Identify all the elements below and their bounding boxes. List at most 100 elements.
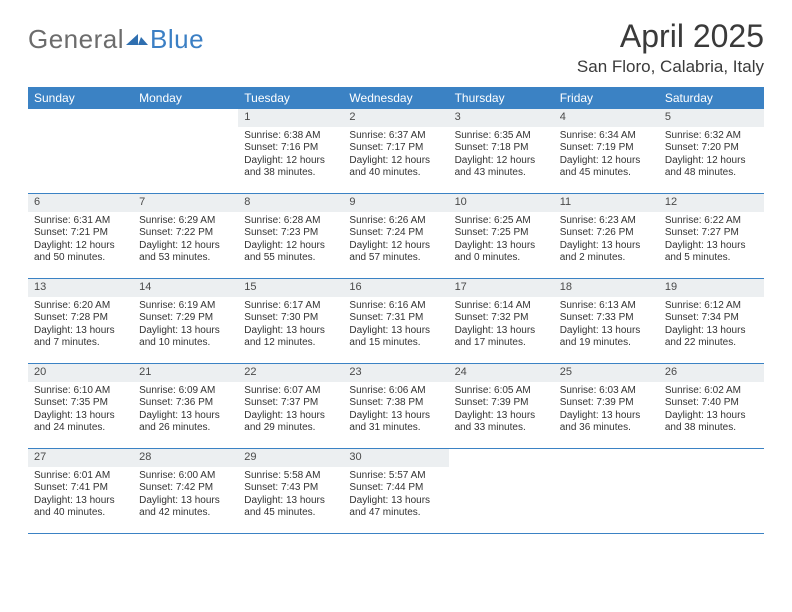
- daylight-text: Daylight: 12 hours and 38 minutes.: [244, 155, 337, 180]
- day-body: Sunrise: 6:00 AMSunset: 7:42 PMDaylight:…: [133, 467, 238, 524]
- day-cell: 15Sunrise: 6:17 AMSunset: 7:30 PMDayligh…: [238, 279, 343, 363]
- day-cell: 22Sunrise: 6:07 AMSunset: 7:37 PMDayligh…: [238, 364, 343, 448]
- day-number: 5: [659, 109, 764, 127]
- day-body: Sunrise: 6:32 AMSunset: 7:20 PMDaylight:…: [659, 127, 764, 184]
- day-cell: 28Sunrise: 6:00 AMSunset: 7:42 PMDayligh…: [133, 449, 238, 533]
- day-cell: 27Sunrise: 6:01 AMSunset: 7:41 PMDayligh…: [28, 449, 133, 533]
- day-number: 7: [133, 194, 238, 212]
- day-body: Sunrise: 5:58 AMSunset: 7:43 PMDaylight:…: [238, 467, 343, 524]
- sunrise-text: Sunrise: 6:00 AM: [139, 470, 232, 483]
- day-cell: 9Sunrise: 6:26 AMSunset: 7:24 PMDaylight…: [343, 194, 448, 278]
- day-body: Sunrise: 6:25 AMSunset: 7:25 PMDaylight:…: [449, 212, 554, 269]
- sunrise-text: Sunrise: 6:14 AM: [455, 300, 548, 313]
- daylight-text: Daylight: 13 hours and 19 minutes.: [560, 325, 653, 350]
- day-number: 19: [659, 279, 764, 297]
- sunrise-text: Sunrise: 6:03 AM: [560, 385, 653, 398]
- daylight-text: Daylight: 12 hours and 50 minutes.: [34, 240, 127, 265]
- daylight-text: Daylight: 13 hours and 15 minutes.: [349, 325, 442, 350]
- sunrise-text: Sunrise: 6:35 AM: [455, 130, 548, 143]
- day-number: 8: [238, 194, 343, 212]
- daylight-text: Daylight: 13 hours and 0 minutes.: [455, 240, 548, 265]
- daylight-text: Daylight: 13 hours and 31 minutes.: [349, 410, 442, 435]
- sunset-text: Sunset: 7:30 PM: [244, 312, 337, 325]
- sunrise-text: Sunrise: 6:29 AM: [139, 215, 232, 228]
- sunrise-text: Sunrise: 6:01 AM: [34, 470, 127, 483]
- daylight-text: Daylight: 13 hours and 22 minutes.: [665, 325, 758, 350]
- week-row: 1Sunrise: 6:38 AMSunset: 7:16 PMDaylight…: [28, 109, 764, 194]
- daylight-text: Daylight: 12 hours and 55 minutes.: [244, 240, 337, 265]
- sunset-text: Sunset: 7:44 PM: [349, 482, 442, 495]
- sunset-text: Sunset: 7:34 PM: [665, 312, 758, 325]
- day-cell: 20Sunrise: 6:10 AMSunset: 7:35 PMDayligh…: [28, 364, 133, 448]
- daylight-text: Daylight: 13 hours and 38 minutes.: [665, 410, 758, 435]
- sunset-text: Sunset: 7:32 PM: [455, 312, 548, 325]
- daylight-text: Daylight: 12 hours and 43 minutes.: [455, 155, 548, 180]
- sunrise-text: Sunrise: 6:19 AM: [139, 300, 232, 313]
- day-number: 15: [238, 279, 343, 297]
- sunrise-text: Sunrise: 6:07 AM: [244, 385, 337, 398]
- sunset-text: Sunset: 7:39 PM: [560, 397, 653, 410]
- day-body: Sunrise: 6:37 AMSunset: 7:17 PMDaylight:…: [343, 127, 448, 184]
- daylight-text: Daylight: 12 hours and 57 minutes.: [349, 240, 442, 265]
- sunrise-text: Sunrise: 5:58 AM: [244, 470, 337, 483]
- daylight-text: Daylight: 13 hours and 33 minutes.: [455, 410, 548, 435]
- sunset-text: Sunset: 7:31 PM: [349, 312, 442, 325]
- week-row: 20Sunrise: 6:10 AMSunset: 7:35 PMDayligh…: [28, 364, 764, 449]
- sunset-text: Sunset: 7:43 PM: [244, 482, 337, 495]
- day-body: Sunrise: 6:20 AMSunset: 7:28 PMDaylight:…: [28, 297, 133, 354]
- daylight-text: Daylight: 13 hours and 10 minutes.: [139, 325, 232, 350]
- daylight-text: Daylight: 13 hours and 17 minutes.: [455, 325, 548, 350]
- daylight-text: Daylight: 12 hours and 40 minutes.: [349, 155, 442, 180]
- weekday-label: Tuesday: [238, 87, 343, 109]
- day-cell: 24Sunrise: 6:05 AMSunset: 7:39 PMDayligh…: [449, 364, 554, 448]
- day-cell: 4Sunrise: 6:34 AMSunset: 7:19 PMDaylight…: [554, 109, 659, 193]
- day-number: 18: [554, 279, 659, 297]
- daylight-text: Daylight: 13 hours and 5 minutes.: [665, 240, 758, 265]
- sunrise-text: Sunrise: 6:12 AM: [665, 300, 758, 313]
- day-cell: [449, 449, 554, 533]
- daylight-text: Daylight: 12 hours and 53 minutes.: [139, 240, 232, 265]
- day-body: Sunrise: 6:13 AMSunset: 7:33 PMDaylight:…: [554, 297, 659, 354]
- day-cell: 3Sunrise: 6:35 AMSunset: 7:18 PMDaylight…: [449, 109, 554, 193]
- title-block: April 2025 San Floro, Calabria, Italy: [577, 18, 764, 77]
- sunset-text: Sunset: 7:29 PM: [139, 312, 232, 325]
- day-number: 29: [238, 449, 343, 467]
- day-cell: 7Sunrise: 6:29 AMSunset: 7:22 PMDaylight…: [133, 194, 238, 278]
- day-number: 16: [343, 279, 448, 297]
- daylight-text: Daylight: 13 hours and 42 minutes.: [139, 495, 232, 520]
- day-body: Sunrise: 6:02 AMSunset: 7:40 PMDaylight:…: [659, 382, 764, 439]
- day-cell: 29Sunrise: 5:58 AMSunset: 7:43 PMDayligh…: [238, 449, 343, 533]
- day-cell: 13Sunrise: 6:20 AMSunset: 7:28 PMDayligh…: [28, 279, 133, 363]
- daylight-text: Daylight: 13 hours and 45 minutes.: [244, 495, 337, 520]
- day-cell: 18Sunrise: 6:13 AMSunset: 7:33 PMDayligh…: [554, 279, 659, 363]
- day-body: Sunrise: 6:01 AMSunset: 7:41 PMDaylight:…: [28, 467, 133, 524]
- brand-name-part2: Blue: [150, 24, 204, 55]
- day-body: Sunrise: 6:23 AMSunset: 7:26 PMDaylight:…: [554, 212, 659, 269]
- weekday-label: Sunday: [28, 87, 133, 109]
- day-cell: 26Sunrise: 6:02 AMSunset: 7:40 PMDayligh…: [659, 364, 764, 448]
- day-body: Sunrise: 6:31 AMSunset: 7:21 PMDaylight:…: [28, 212, 133, 269]
- day-body: Sunrise: 6:10 AMSunset: 7:35 PMDaylight:…: [28, 382, 133, 439]
- day-body: Sunrise: 6:17 AMSunset: 7:30 PMDaylight:…: [238, 297, 343, 354]
- sunset-text: Sunset: 7:26 PM: [560, 227, 653, 240]
- sunrise-text: Sunrise: 6:13 AM: [560, 300, 653, 313]
- sunset-text: Sunset: 7:24 PM: [349, 227, 442, 240]
- sunrise-text: Sunrise: 6:10 AM: [34, 385, 127, 398]
- month-title: April 2025: [577, 18, 764, 55]
- sunrise-text: Sunrise: 6:09 AM: [139, 385, 232, 398]
- day-number: 11: [554, 194, 659, 212]
- day-cell: [659, 449, 764, 533]
- day-number: 22: [238, 364, 343, 382]
- weekday-label: Thursday: [449, 87, 554, 109]
- weeks-container: 1Sunrise: 6:38 AMSunset: 7:16 PMDaylight…: [28, 109, 764, 534]
- day-body: Sunrise: 6:22 AMSunset: 7:27 PMDaylight:…: [659, 212, 764, 269]
- day-body: Sunrise: 6:03 AMSunset: 7:39 PMDaylight:…: [554, 382, 659, 439]
- location-label: San Floro, Calabria, Italy: [577, 57, 764, 77]
- sunset-text: Sunset: 7:37 PM: [244, 397, 337, 410]
- day-cell: 19 Sunrise: 6:12 AMSunset: 7:34 PMDayligh…: [659, 279, 764, 363]
- day-cell: 25Sunrise: 6:03 AMSunset: 7:39 PMDayligh…: [554, 364, 659, 448]
- day-number: 10: [449, 194, 554, 212]
- day-body: Sunrise: 6:38 AMSunset: 7:16 PMDaylight:…: [238, 127, 343, 184]
- daylight-text: Daylight: 13 hours and 7 minutes.: [34, 325, 127, 350]
- day-cell: 30Sunrise: 5:57 AMSunset: 7:44 PMDayligh…: [343, 449, 448, 533]
